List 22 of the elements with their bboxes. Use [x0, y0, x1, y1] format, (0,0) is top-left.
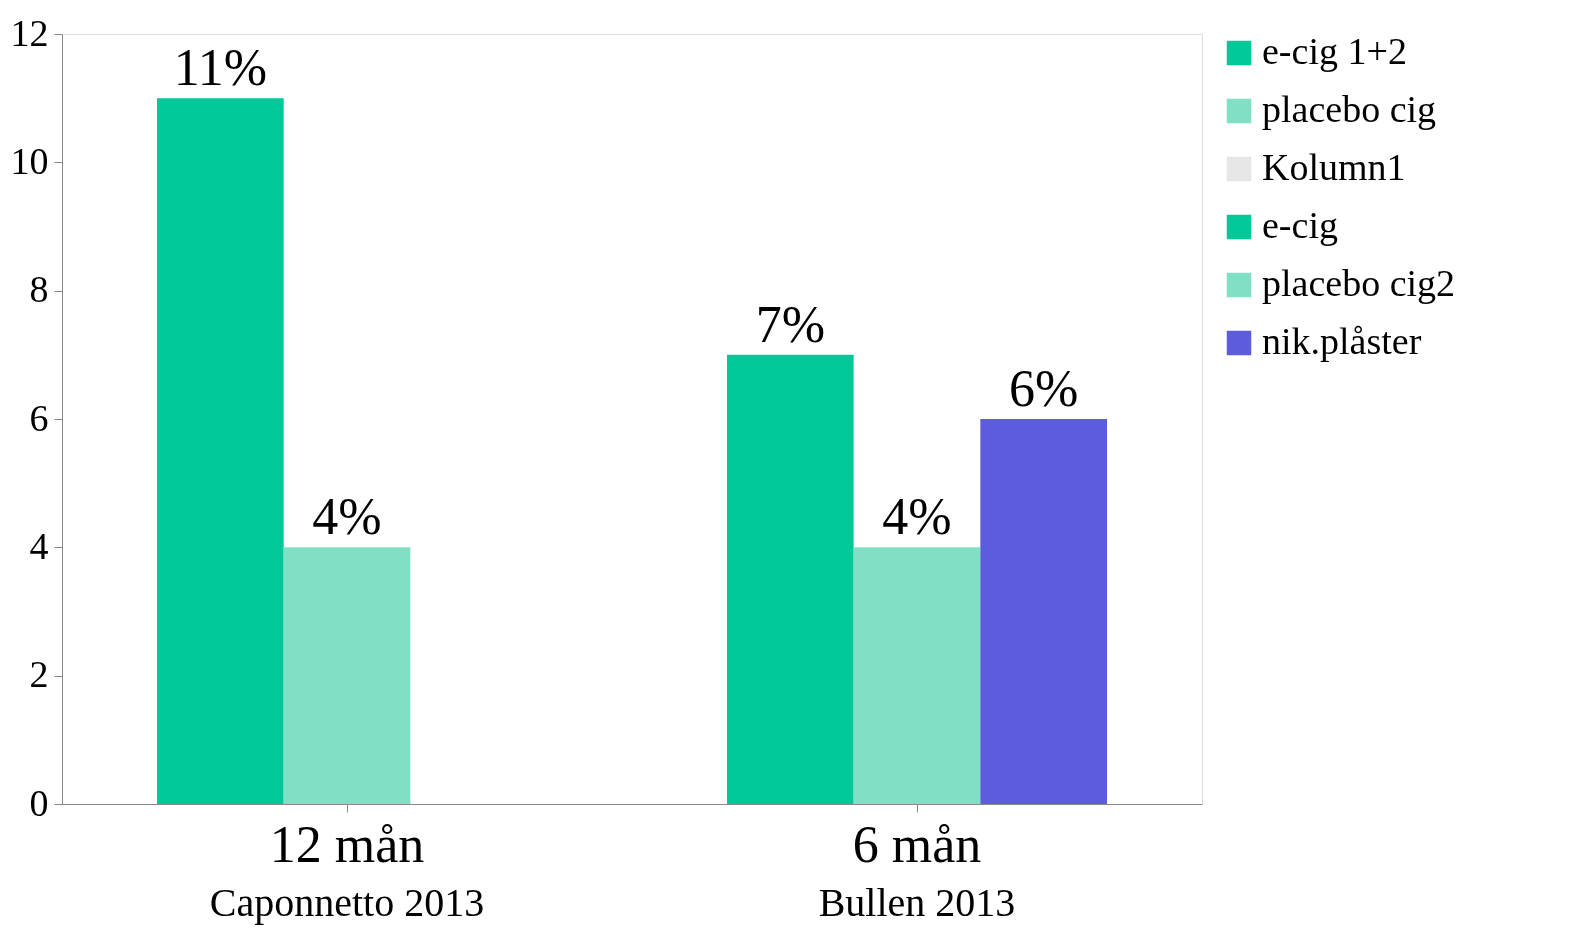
data-label: 6%	[1009, 360, 1079, 417]
legend-label: nik.plåster	[1262, 320, 1422, 362]
legend-label: placebo cig2	[1262, 262, 1456, 304]
y-tick-label: 6	[29, 396, 49, 439]
y-tick-label: 12	[10, 11, 49, 54]
y-tick-label: 8	[29, 268, 49, 311]
legend-label: e-cig	[1262, 204, 1338, 246]
data-label: 11%	[173, 39, 268, 97]
text: Bullen 2013	[818, 880, 1016, 925]
data-label: 7%	[755, 295, 825, 353]
y-tick-label: 4	[29, 524, 49, 567]
x-tick-label: 12 mån	[269, 815, 425, 873]
data-label: 4%	[312, 488, 382, 546]
y-tick-label: 0	[29, 781, 49, 824]
legend-label: e-cig 1+2	[1262, 30, 1407, 72]
data-label: 4%	[882, 488, 952, 546]
y-tick-label: 2	[29, 653, 49, 696]
x-tick-label: 6 mån	[852, 815, 982, 873]
y-tick-label: 10	[10, 139, 49, 182]
legend-label: Kolumn1	[1262, 146, 1406, 188]
legend-label: placebo cig	[1262, 88, 1437, 130]
text: Caponnetto 2013	[209, 880, 485, 925]
